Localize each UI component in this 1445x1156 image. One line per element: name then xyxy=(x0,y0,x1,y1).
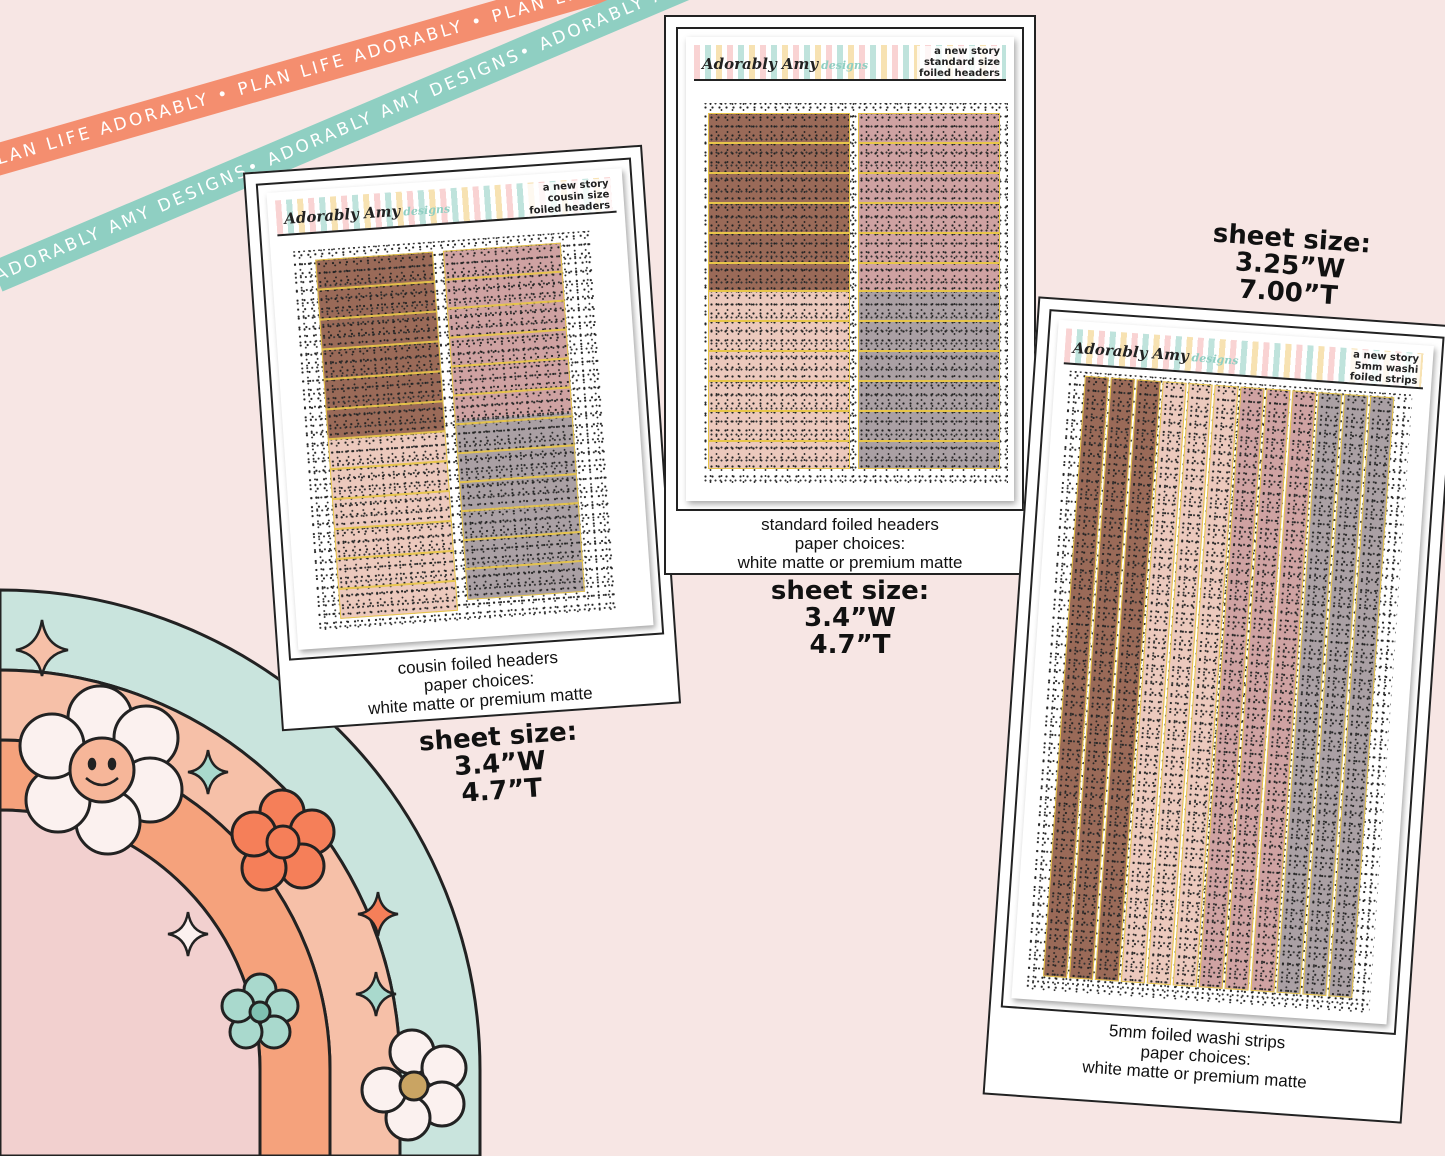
sheet-header: Adorably Amy designs a new story standard … xyxy=(694,45,1006,81)
brand-logo: Adorably Amy designs xyxy=(1072,338,1239,368)
cousin-product-card: Adorably Amy designs a new story cousin si… xyxy=(242,144,682,732)
orange-sparkle-icon xyxy=(357,891,399,937)
cousin-foil-lines-left xyxy=(315,251,459,619)
standard-foil-lines-right xyxy=(858,113,1000,469)
standard-product-card: Adorably Amy designs a new story standard … xyxy=(664,15,1036,575)
white-sparkle-icon xyxy=(167,911,209,957)
standard-caption: standard foiled headers paper choices: whi… xyxy=(737,515,963,572)
standard-sticker-sheet: Adorably Amy designs a new story standard … xyxy=(686,37,1014,501)
brand-logo: Adorably Amy designs xyxy=(702,55,869,73)
orange-flower-icon xyxy=(230,788,336,892)
standard-foil-lines-left xyxy=(708,113,850,469)
teal-sparkle-icon xyxy=(187,749,229,795)
smiley-daisy-icon xyxy=(18,684,184,856)
white-daisy-icon xyxy=(360,1028,468,1142)
sheet-header: Adorably Amy designs a new story cousin si… xyxy=(274,176,617,237)
standard-sheet-size: sheet size: 3.4”W 4.7”T xyxy=(770,576,930,660)
cousin-foil-lines-right xyxy=(442,242,586,601)
cousin-sheet-size: sheet size: 3.4”W 4.7”T xyxy=(418,716,579,809)
cousin-sticker-sheet: Adorably Amy designs a new story cousin si… xyxy=(266,168,654,650)
rainbow-illustration xyxy=(0,588,482,1156)
washi-product-card: Adorably Amy designs a new story 5mm washi… xyxy=(982,296,1445,1124)
teal-small-sparkle-icon xyxy=(355,971,397,1017)
washi-sheet-size: sheet size: 3.25”W 7.00”T xyxy=(1211,218,1372,312)
sheet-header-text: a new story cousin size foiled headers xyxy=(525,178,613,217)
brand-logo: Adorably Amy designs xyxy=(283,201,451,228)
pink-sparkle-icon xyxy=(15,619,69,677)
smiley-face-icon xyxy=(85,757,119,787)
teal-flower-icon xyxy=(220,972,300,1050)
sheet-header-text: a new story standard size foiled headers xyxy=(917,46,1002,79)
washi-sticker-sheet: Adorably Amy designs a new story 5mm washi… xyxy=(1011,319,1434,1025)
plan-life-adorably-ribbon: PLAN LIFE ADORABLY • PLAN LIFE ADORABLY … xyxy=(0,0,778,179)
sheet-header-text: a new story 5mm washi foiled strips xyxy=(1347,349,1422,388)
